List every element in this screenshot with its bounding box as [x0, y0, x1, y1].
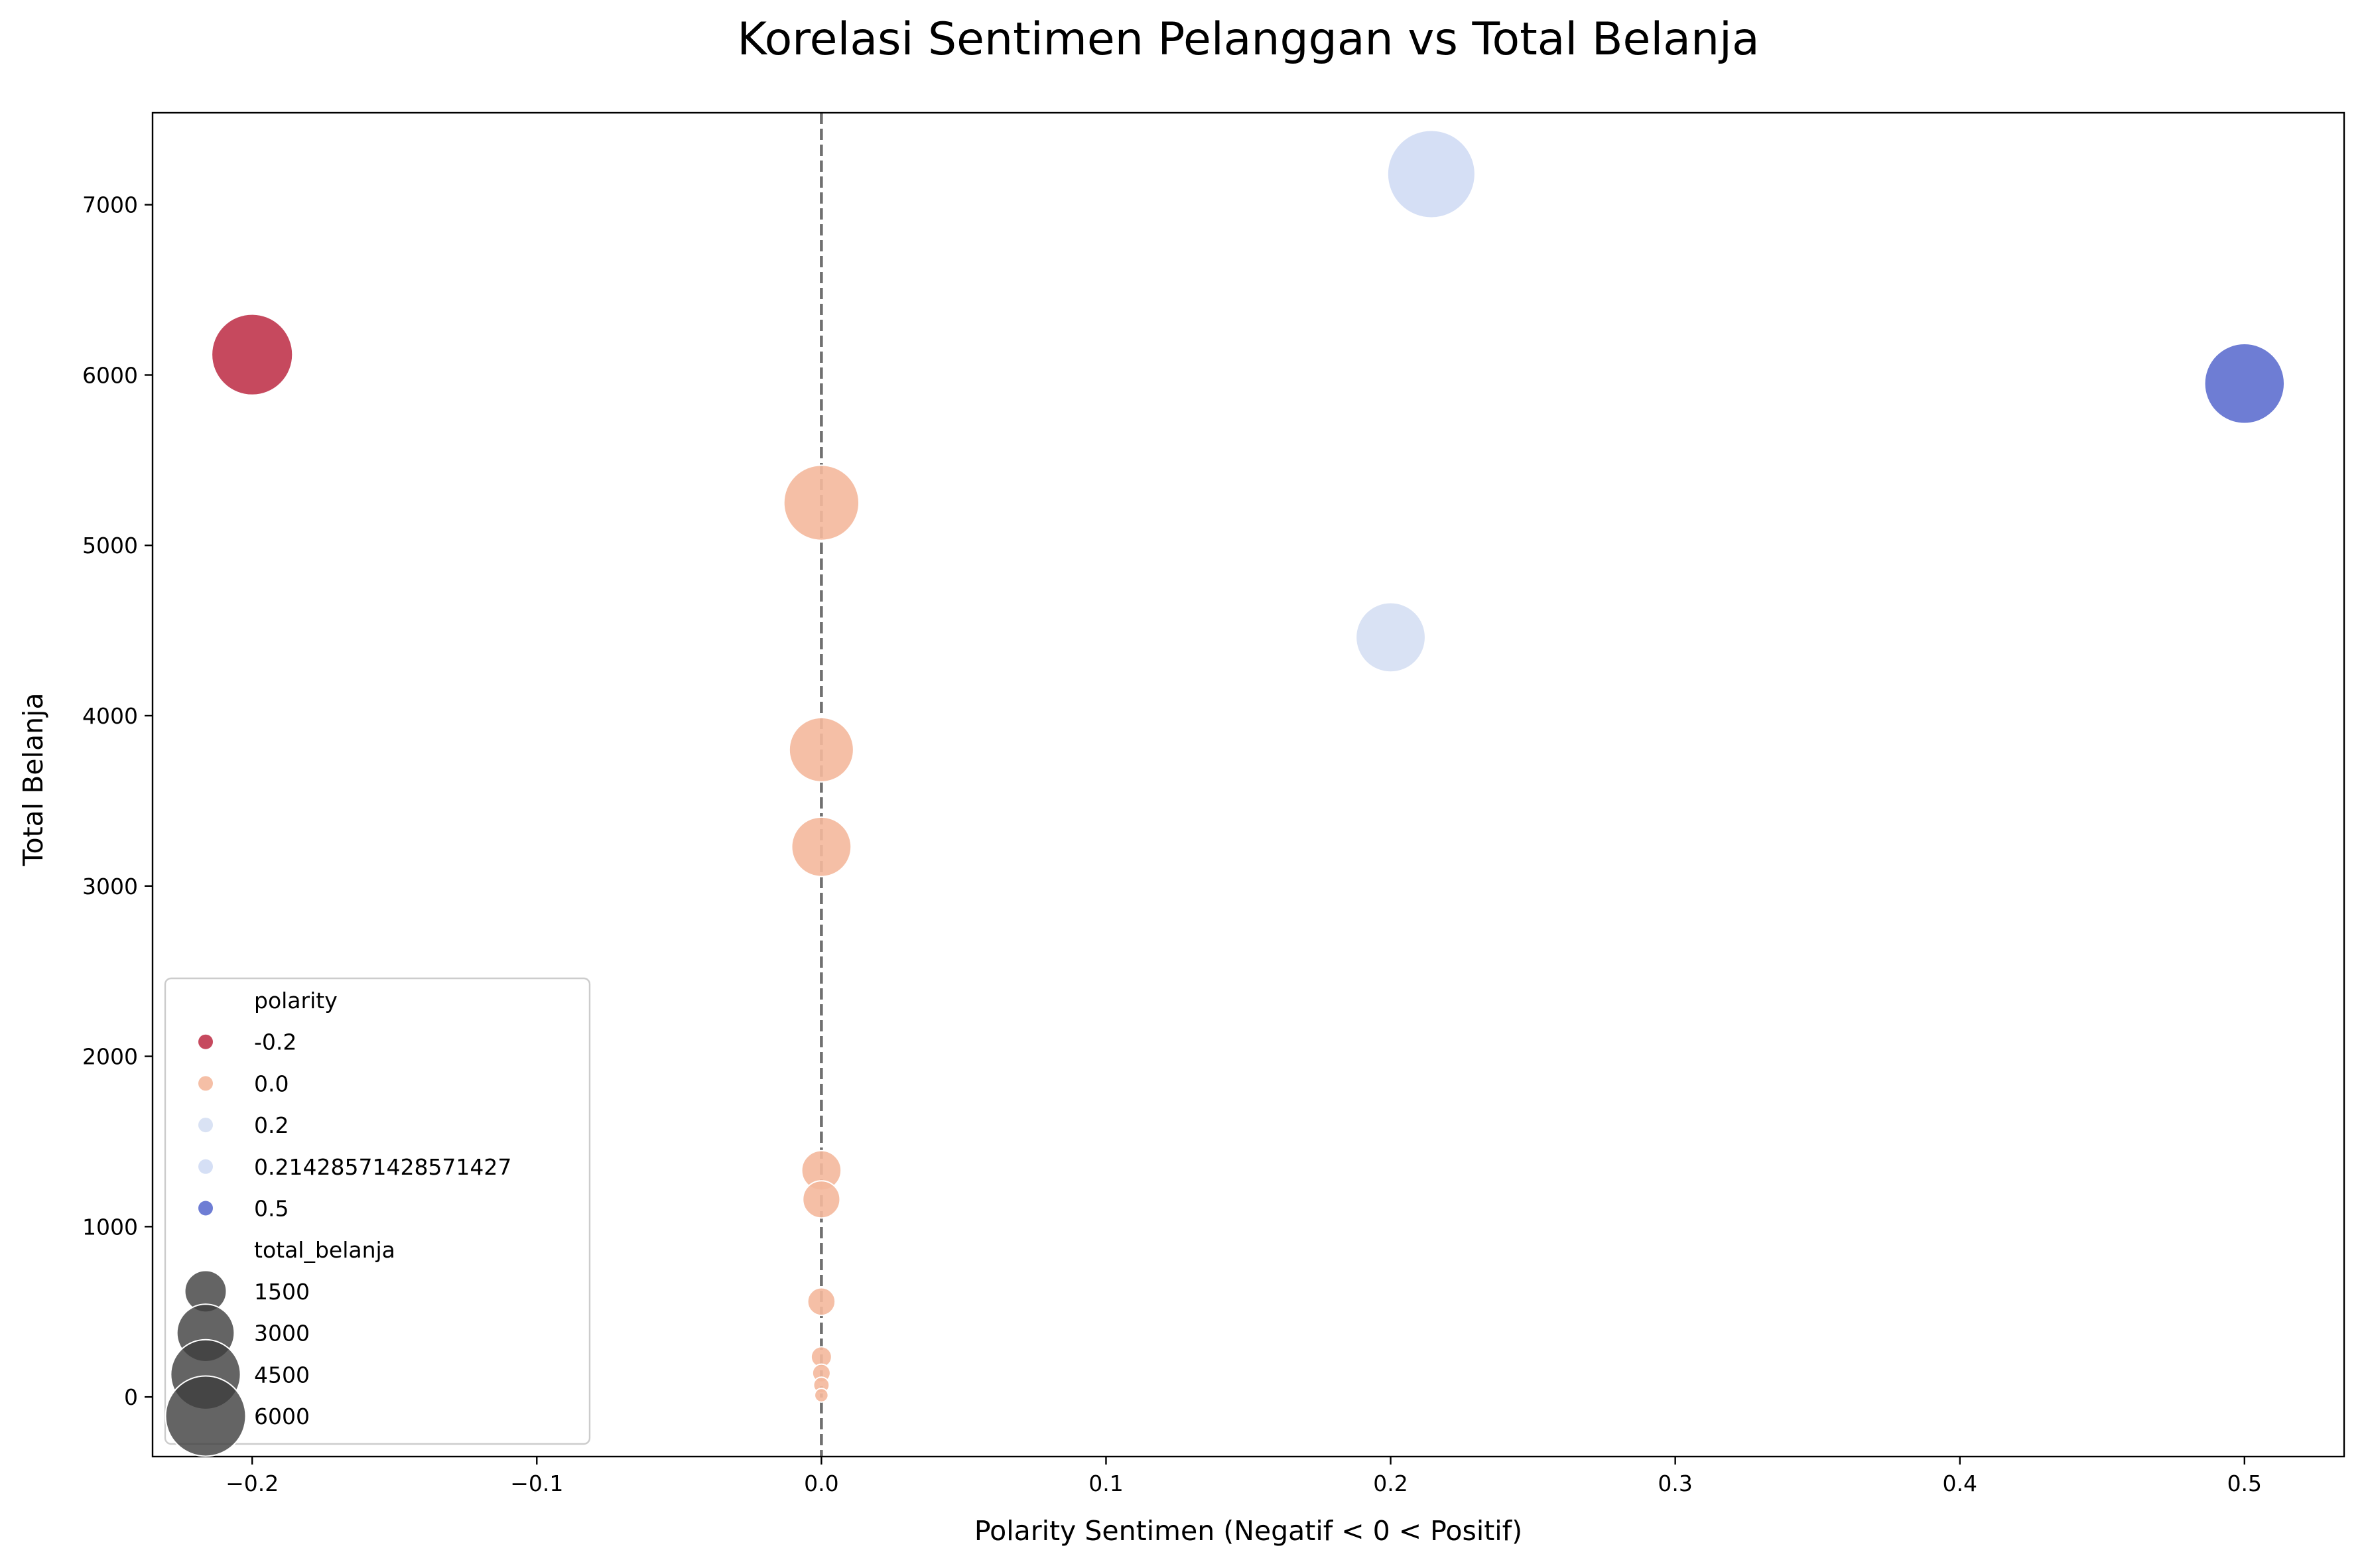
legend-size-title: total_belanja — [254, 1237, 395, 1263]
data-point — [814, 1388, 829, 1403]
data-point — [788, 716, 854, 783]
legend-hue-marker — [198, 1159, 213, 1174]
x-tick-label: 0.0 — [804, 1470, 838, 1496]
legend-hue-marker — [198, 1034, 213, 1049]
data-point — [211, 313, 294, 396]
legend-hue-marker — [198, 1201, 213, 1216]
y-axis-label: Total Belanja — [17, 692, 49, 866]
x-tick-label: −0.2 — [226, 1470, 279, 1496]
x-tick-label: 0.4 — [1942, 1470, 1977, 1496]
legend-hue-title: polarity — [254, 988, 338, 1013]
legend-hue-label: 0.21428571428571427 — [254, 1154, 511, 1180]
x-tick-label: 0.5 — [2227, 1470, 2262, 1496]
data-point — [802, 1180, 841, 1219]
y-tick-label: 4000 — [82, 703, 138, 729]
legend-hue-label: 0.0 — [254, 1071, 289, 1096]
y-tick-label: 7000 — [82, 192, 138, 218]
y-tick-label: 6000 — [82, 362, 138, 388]
legend-hue-marker — [198, 1118, 213, 1133]
x-tick-label: 0.3 — [1658, 1470, 1692, 1496]
plot-area — [151, 111, 2345, 1458]
legend-size-label: 4500 — [254, 1362, 310, 1388]
y-tick-label: 5000 — [82, 533, 138, 558]
x-axis: −0.2 −0.1 0.0 0.1 0.2 0.3 0.4 0.5 — [226, 1457, 2262, 1496]
data-point — [791, 816, 852, 878]
plot-frame — [151, 111, 2345, 1458]
legend-hue-label: 0.2 — [254, 1112, 289, 1138]
data-point — [807, 1287, 836, 1317]
legend-hue-label: 0.5 — [254, 1196, 289, 1222]
legend-size-label: 1500 — [254, 1279, 310, 1305]
legend-hue-label: -0.2 — [254, 1029, 296, 1055]
y-axis: 0 1000 2000 3000 4000 5000 6000 7000 — [82, 192, 153, 1410]
y-tick-label: 3000 — [82, 874, 138, 899]
data-point — [1386, 129, 1476, 219]
x-tick-label: 0.2 — [1373, 1470, 1408, 1496]
legend-box — [164, 977, 591, 1445]
legend-size-marker — [164, 1375, 247, 1457]
legend: polarity -0.2 0.0 0.2 0.21428571428571427 0.5… — [164, 977, 591, 1457]
x-tick-label: 0.1 — [1088, 1470, 1123, 1496]
x-axis-label: Polarity Sentimen (Negatif < 0 < Positif… — [974, 1515, 1522, 1547]
x-tick-label: −0.1 — [510, 1470, 563, 1496]
y-tick-label: 2000 — [82, 1044, 138, 1070]
legend-size-label: 3000 — [254, 1321, 310, 1346]
legend-size-label: 6000 — [254, 1404, 310, 1429]
legend-hue-marker — [198, 1076, 213, 1091]
data-point — [1355, 602, 1426, 673]
chart-title: Korelasi Sentimen Pelanggan vs Total Bel… — [737, 13, 1759, 66]
y-tick-label: 1000 — [82, 1214, 138, 1240]
data-point — [2203, 343, 2286, 425]
y-tick-label: 0 — [124, 1384, 138, 1410]
data-point — [783, 464, 860, 541]
